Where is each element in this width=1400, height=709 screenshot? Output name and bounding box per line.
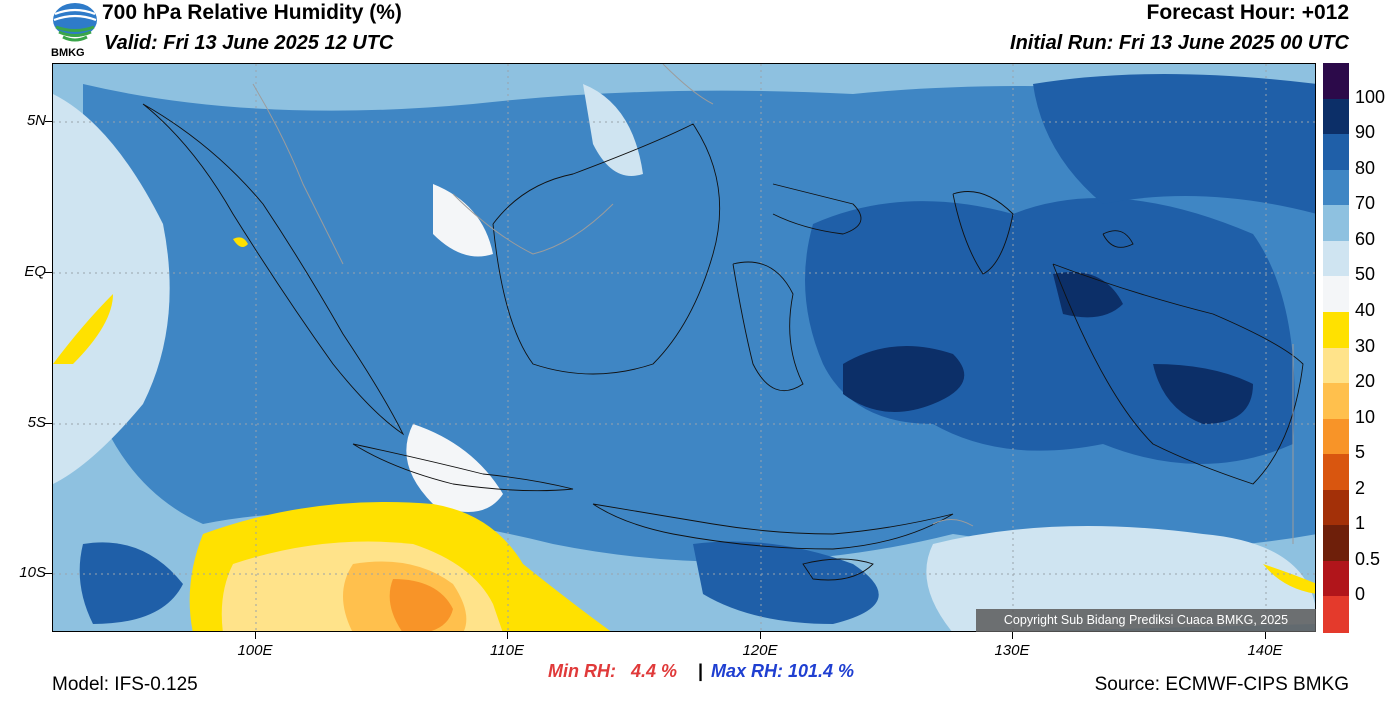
lat-label-5n: 5N	[26, 112, 46, 129]
forecast-hour: Forecast Hour: +012	[1146, 1, 1350, 24]
stats-separator: |	[698, 661, 704, 681]
colorbar-segment	[1323, 311, 1349, 348]
copyright-notice: Copyright Sub Bidang Prediksi Cuaca BMKG…	[976, 609, 1316, 632]
lat-tick	[45, 121, 52, 122]
colorbar-segment	[1323, 134, 1349, 171]
map-title: 700 hPa Relative Humidity (%)	[102, 1, 402, 24]
colorbar-label: 30	[1355, 335, 1376, 356]
colorbar-segment	[1323, 98, 1349, 135]
lat-tick	[45, 423, 52, 424]
colorbar-label: 20	[1355, 371, 1376, 392]
colorbar-label: 0	[1355, 584, 1366, 605]
colorbar-segment	[1323, 525, 1349, 562]
colorbar-segment	[1323, 383, 1349, 420]
colorbar-label: 60	[1355, 228, 1376, 249]
lon-tick	[1265, 632, 1266, 639]
logo-label: BMKG	[51, 47, 85, 59]
colorbar-label: 50	[1355, 264, 1376, 285]
colorbar-label: 1	[1355, 513, 1366, 534]
colorbar-label: 2	[1355, 477, 1366, 498]
lon-tick	[255, 632, 256, 639]
colorbar	[1323, 63, 1349, 633]
colorbar-segment	[1323, 205, 1349, 242]
colorbar-segment	[1323, 276, 1349, 313]
colorbar-label: 5	[1355, 442, 1366, 463]
colorbar-segment	[1323, 454, 1349, 491]
lon-label-100e: 100E	[237, 642, 273, 659]
humidity-map	[52, 63, 1316, 632]
colorbar-label: 80	[1355, 157, 1376, 178]
colorbar-segment	[1323, 596, 1349, 633]
valid-time: Valid: Fri 13 June 2025 12 UTC	[104, 32, 394, 54]
colorbar-segment	[1323, 347, 1349, 384]
lon-label-140e: 140E	[1247, 642, 1283, 659]
lat-tick	[45, 573, 52, 574]
data-source: Source: ECMWF-CIPS BMKG	[1094, 674, 1349, 695]
colorbar-segment	[1323, 418, 1349, 455]
colorbar-segment	[1323, 240, 1349, 277]
bmkg-logo	[50, 0, 100, 62]
lat-label-10s: 10S	[19, 564, 46, 581]
colorbar-label: 100	[1355, 86, 1386, 107]
model-name: Model: IFS-0.125	[52, 674, 198, 695]
colorbar-segment	[1323, 560, 1349, 597]
lat-label-5s: 5S	[27, 414, 46, 431]
lon-label-130e: 130E	[994, 642, 1030, 659]
lat-tick	[45, 272, 52, 273]
colorbar-label: 90	[1355, 122, 1376, 143]
colorbar-segment	[1323, 63, 1349, 100]
colorbar-label: 10	[1355, 406, 1376, 427]
lat-label-eq: EQ	[24, 263, 46, 280]
colorbar-label: 0.5	[1355, 548, 1381, 569]
initial-run: Initial Run: Fri 13 June 2025 00 UTC	[1010, 32, 1349, 54]
lon-tick	[1012, 632, 1013, 639]
lon-tick	[507, 632, 508, 639]
colorbar-label: 70	[1355, 193, 1376, 214]
colorbar-segment	[1323, 169, 1349, 206]
colorbar-segment	[1323, 489, 1349, 526]
lon-label-110e: 110E	[490, 642, 524, 659]
colorbar-label: 40	[1355, 299, 1376, 320]
lon-tick	[760, 632, 761, 639]
min-rh: Min RH: 4.4 %	[548, 661, 678, 681]
lon-label-120e: 120E	[742, 642, 778, 659]
max-rh: Max RH: 101.4 %	[711, 661, 855, 681]
